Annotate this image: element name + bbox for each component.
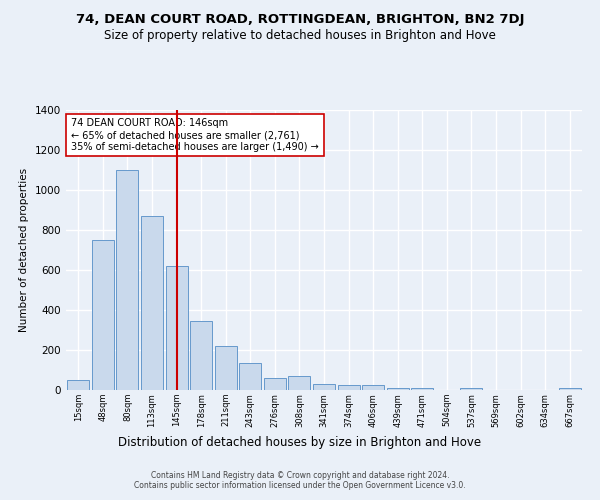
Text: 74, DEAN COURT ROAD, ROTTINGDEAN, BRIGHTON, BN2 7DJ: 74, DEAN COURT ROAD, ROTTINGDEAN, BRIGHT… [76, 12, 524, 26]
Y-axis label: Number of detached properties: Number of detached properties [19, 168, 29, 332]
Bar [460, 388, 482, 390]
Bar [239, 363, 262, 390]
Bar [92, 240, 114, 390]
Bar [362, 385, 384, 390]
Text: Contains HM Land Registry data © Crown copyright and database right 2024.: Contains HM Land Registry data © Crown c… [151, 472, 449, 480]
Bar [67, 380, 89, 390]
Bar [289, 376, 310, 390]
Text: Size of property relative to detached houses in Brighton and Hove: Size of property relative to detached ho… [104, 29, 496, 42]
Text: Contains public sector information licensed under the Open Government Licence v3: Contains public sector information licen… [134, 482, 466, 490]
Bar [215, 346, 237, 390]
Bar [264, 378, 286, 390]
Bar [116, 170, 139, 390]
Text: 74 DEAN COURT ROAD: 146sqm
← 65% of detached houses are smaller (2,761)
35% of s: 74 DEAN COURT ROAD: 146sqm ← 65% of deta… [71, 118, 319, 152]
Bar [338, 385, 359, 390]
Bar [386, 388, 409, 390]
Text: Distribution of detached houses by size in Brighton and Hove: Distribution of detached houses by size … [118, 436, 482, 449]
Bar [559, 388, 581, 390]
Bar [166, 266, 188, 390]
Bar [141, 216, 163, 390]
Bar [313, 384, 335, 390]
Bar [190, 321, 212, 390]
Bar [411, 388, 433, 390]
